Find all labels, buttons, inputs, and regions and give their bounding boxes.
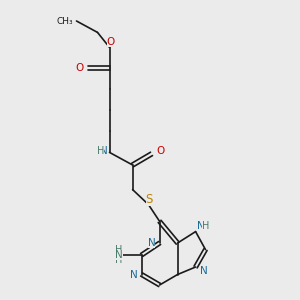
Text: H: H (202, 221, 209, 231)
Text: O: O (76, 63, 84, 74)
Text: H: H (115, 255, 122, 266)
Text: N: N (148, 238, 155, 248)
Text: N: N (100, 146, 108, 156)
Text: N: N (200, 266, 208, 276)
Text: O: O (107, 37, 115, 47)
Text: N: N (197, 221, 205, 231)
Text: H: H (115, 244, 122, 255)
Text: N: N (130, 269, 137, 280)
Text: H: H (97, 146, 104, 156)
Text: CH₃: CH₃ (56, 16, 73, 26)
Text: S: S (146, 193, 153, 206)
Text: O: O (156, 146, 164, 157)
Text: N: N (115, 250, 123, 260)
